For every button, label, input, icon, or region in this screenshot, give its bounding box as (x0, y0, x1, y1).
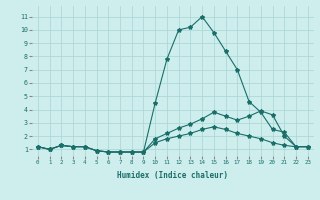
X-axis label: Humidex (Indice chaleur): Humidex (Indice chaleur) (117, 171, 228, 180)
